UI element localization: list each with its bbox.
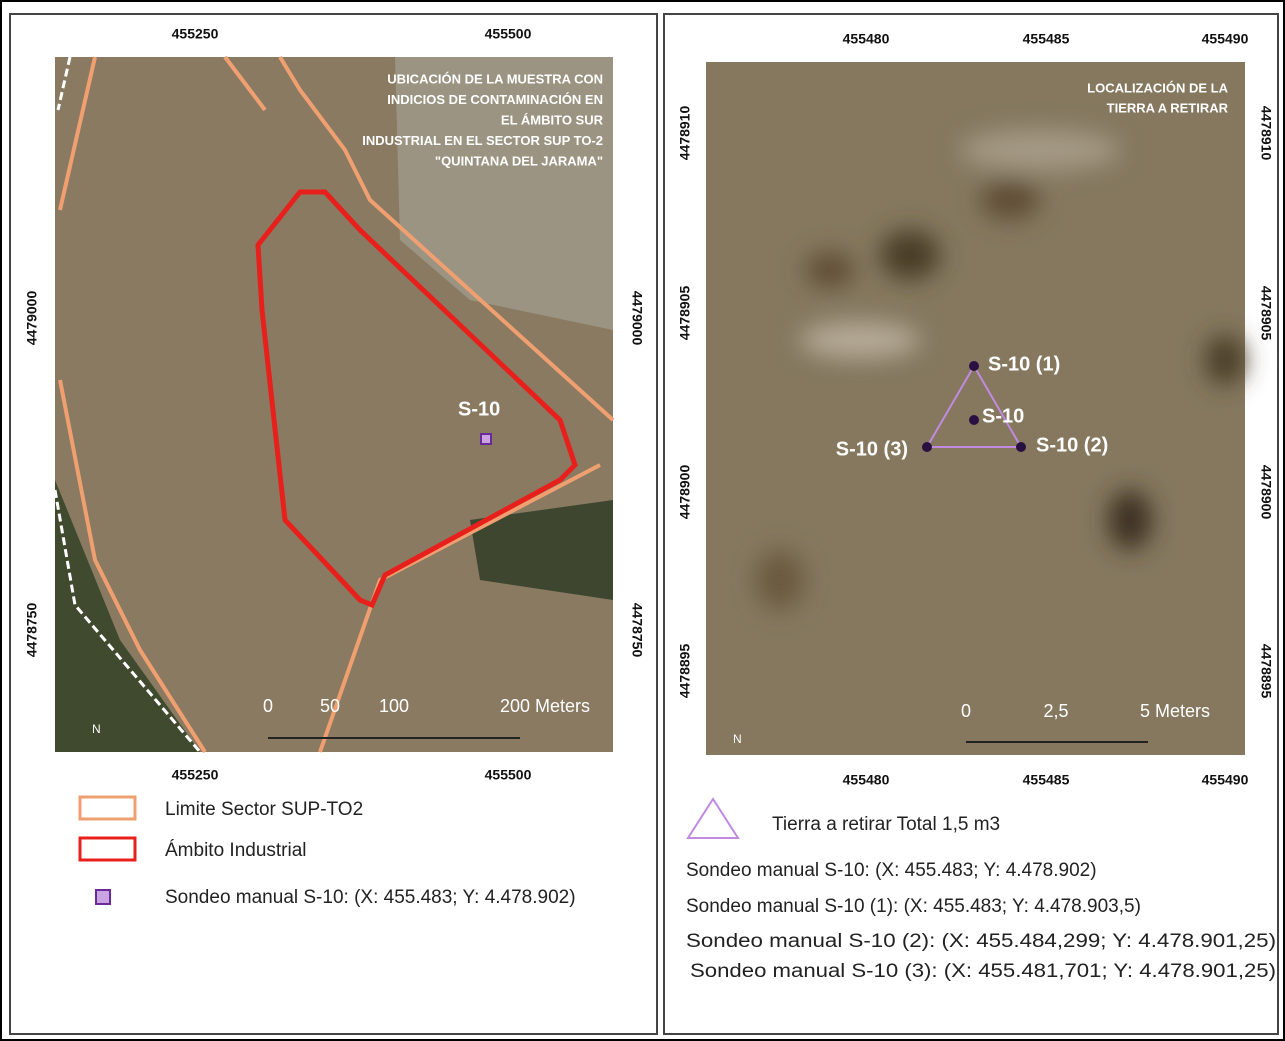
north-arrow: N [92, 722, 101, 736]
sample-point [969, 361, 979, 371]
y-tick-label: 4478905 [1258, 286, 1274, 341]
point-label: S-10 [458, 398, 500, 420]
x-tick-label: 455250 [172, 26, 219, 42]
legend-label: Limite Sector SUP-TO2 [165, 799, 363, 820]
scale-label: 0 [961, 701, 971, 721]
scale-label: 100 [379, 696, 409, 716]
left-map: S-10 UBICACIÓN DE LA MUESTRA CON INDICIOS… [24, 26, 646, 783]
scale-label: 0 [263, 696, 273, 716]
title-line: INDUSTRIAL EN EL SECTOR SUP TO-2 [362, 133, 603, 148]
legend-label: Tierra a retirar Total 1,5 m3 [772, 814, 1000, 835]
legend-swatch [96, 890, 110, 904]
y-tick-label: 4479000 [24, 291, 40, 346]
y-tick-label: 4478895 [677, 644, 693, 699]
point-label: S-10 (1) [988, 353, 1060, 375]
legend-label: Sondeo manual S-10: (X: 455.483; Y: 4.47… [686, 860, 1097, 881]
point-label: S-10 [982, 405, 1024, 427]
y-tick-label: 4478910 [1258, 106, 1274, 161]
x-tick-label: 455490 [1202, 31, 1249, 47]
x-tick-label: 455250 [172, 767, 219, 783]
x-tick-label: 455485 [1023, 31, 1070, 47]
title-line: INDICIOS DE CONTAMINACIÓN EN [387, 92, 603, 107]
aerial-image [706, 62, 1245, 755]
y-tick-label: 4478905 [677, 286, 693, 341]
title-line: EL ÁMBITO SUR [501, 112, 604, 127]
legend-label: Sondeo manual S-10 (2): (X: 455.484,299;… [686, 931, 1276, 952]
legend-label: Sondeo manual S-10: (X: 455.483; Y: 4.47… [165, 887, 576, 908]
figure: S-10 UBICACIÓN DE LA MUESTRA CON INDICIOS… [0, 0, 1285, 1041]
y-tick-label: 4479000 [629, 291, 645, 346]
x-tick-label: 455485 [1023, 772, 1070, 788]
point-label: S-10 (3) [836, 438, 908, 460]
title-line: UBICACIÓN DE LA MUESTRA CON [387, 71, 603, 86]
title-line: TIERRA A RETIRAR [1107, 100, 1229, 115]
scale-label: 200 Meters [500, 696, 590, 716]
scale-label: 2,5 [1043, 701, 1068, 721]
y-tick-label: 4478750 [24, 603, 40, 658]
sample-point [969, 415, 979, 425]
x-tick-label: 455480 [843, 31, 890, 47]
legend-label: Ámbito Industrial [165, 840, 307, 861]
point-label: S-10 (2) [1036, 434, 1108, 456]
x-tick-label: 455490 [1202, 772, 1249, 788]
y-tick-label: 4478910 [677, 106, 693, 161]
north-arrow: N [733, 732, 742, 746]
y-tick-label: 4478895 [1258, 644, 1274, 699]
sample-point [922, 442, 932, 452]
x-tick-label: 455480 [843, 772, 890, 788]
y-tick-label: 4478900 [1258, 465, 1274, 520]
legend-label: Sondeo manual S-10 (3): (X: 455.481,701;… [690, 961, 1276, 982]
sample-point [1016, 442, 1026, 452]
title-line: "QUINTANA DEL JARAMA" [435, 153, 603, 168]
x-tick-label: 455500 [485, 767, 532, 783]
legend-label: Sondeo manual S-10 (1): (X: 455.483; Y: … [686, 896, 1141, 917]
y-tick-label: 4478900 [677, 465, 693, 520]
title-line: LOCALIZACIÓN DE LA [1087, 80, 1228, 95]
sample-point [481, 434, 491, 444]
x-tick-label: 455500 [485, 26, 532, 42]
y-tick-label: 4478750 [629, 603, 645, 658]
right-map: S-10 (1) S-10 S-10 (2) S-10 (3) LOCALIZA… [677, 31, 1275, 788]
scale-label: 5 Meters [1140, 701, 1210, 721]
scale-label: 50 [320, 696, 340, 716]
